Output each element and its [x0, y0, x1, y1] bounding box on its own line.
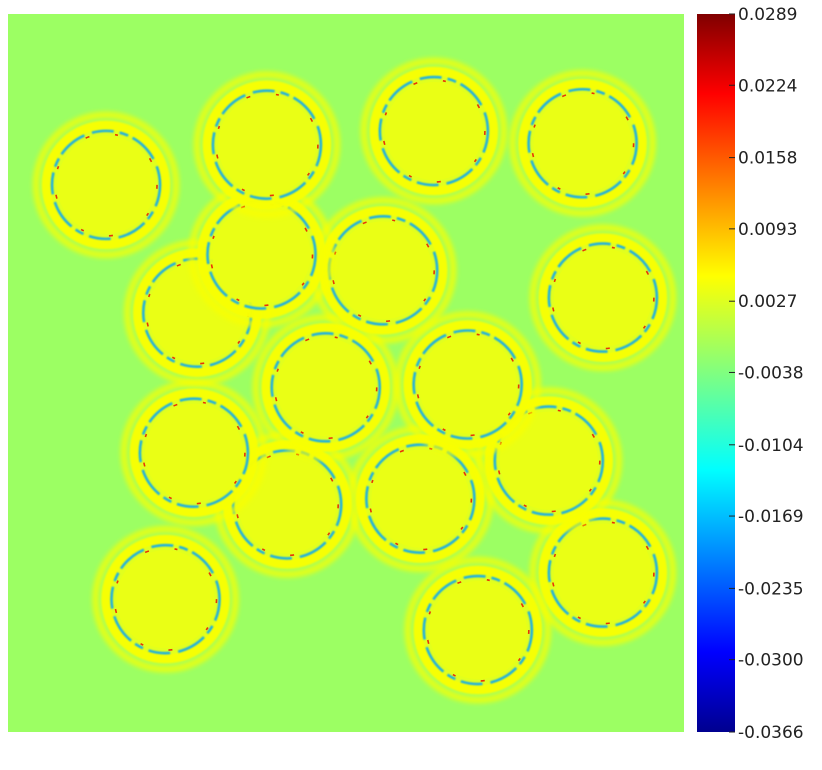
- colorbar-tick-label: 0.0224: [738, 76, 797, 96]
- colorbar-gradient: [697, 14, 735, 732]
- ring-2: [404, 556, 552, 704]
- colorbar-tick-label: 0.0158: [738, 149, 797, 169]
- colorbar-ticks: 0.0289 0.0224 0.0158 0.0093 0.0027 -0.0038 -0.…: [729, 5, 804, 743]
- ring-17: [509, 69, 657, 217]
- ring-14: [32, 111, 180, 259]
- colorbar-tick-label: 0.0027: [738, 292, 797, 312]
- colorbar-tick-label: 0.0093: [738, 220, 797, 240]
- ring-5: [346, 425, 494, 573]
- ring-9: [394, 310, 542, 458]
- colorbar-tick-label: -0.0169: [738, 507, 804, 527]
- colorbar-tick-label: -0.0104: [738, 436, 804, 456]
- ring-15: [193, 71, 341, 219]
- colorbar-tick-label: -0.0038: [738, 363, 804, 383]
- ring-1: [92, 525, 240, 673]
- ring-7: [475, 387, 623, 535]
- ring-3: [529, 499, 677, 647]
- ring-6: [120, 379, 268, 527]
- colorbar-tick-label: -0.0300: [738, 651, 804, 671]
- colorbar-tick-label: -0.0235: [738, 579, 804, 599]
- ring-16: [360, 57, 508, 205]
- colorbar-tick-label: -0.0366: [738, 723, 804, 743]
- ring-8: [252, 313, 400, 461]
- colorbar-tick-label: 0.0289: [738, 5, 797, 25]
- ring-layer: [32, 57, 677, 704]
- ring-12: [529, 224, 677, 372]
